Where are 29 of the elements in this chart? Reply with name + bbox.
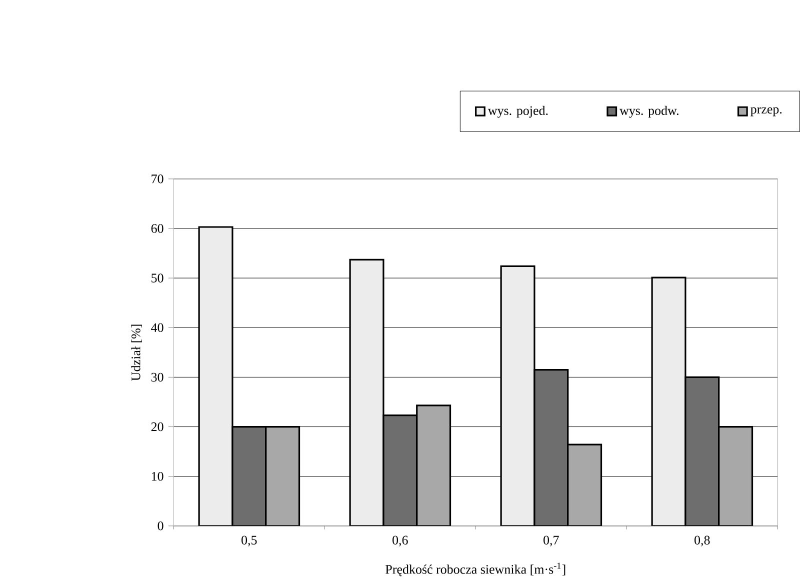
bar bbox=[651, 276, 686, 526]
bar bbox=[718, 426, 754, 526]
y-tick-label: 70 bbox=[152, 174, 164, 184]
bar bbox=[567, 444, 602, 526]
bar bbox=[198, 226, 234, 526]
y-tick-label: 20 bbox=[151, 422, 164, 432]
bar bbox=[684, 376, 720, 526]
legend-label: wys. pojed. bbox=[488, 106, 548, 118]
x-tick-label: 0,8 bbox=[694, 536, 710, 547]
bar bbox=[349, 259, 384, 526]
y-tick-label: 0 bbox=[158, 522, 164, 531]
y-tick-label: 10 bbox=[152, 472, 164, 481]
bar bbox=[382, 414, 418, 526]
x-tick-label: 0,7 bbox=[544, 536, 559, 547]
x-tick-label: 0,6 bbox=[392, 536, 408, 547]
y-tick-label: 60 bbox=[151, 224, 164, 234]
bar bbox=[500, 266, 536, 526]
y-axis-title: Udział [%] bbox=[131, 324, 142, 382]
bar bbox=[534, 369, 569, 526]
legend-label: wys. podw. bbox=[620, 106, 678, 118]
y-tick-label: 30 bbox=[151, 373, 164, 382]
bar bbox=[265, 426, 300, 526]
x-tick-label: 0,5 bbox=[242, 536, 257, 547]
legend-label: przep. bbox=[750, 108, 782, 116]
x-axis-title: Prędkość robocza siewnika [m·s$^{-1}$] bbox=[386, 562, 566, 576]
y-tick-label: 40 bbox=[151, 323, 164, 332]
bar bbox=[232, 426, 267, 526]
bar bbox=[416, 404, 452, 526]
y-tick-label: 50 bbox=[152, 274, 164, 283]
